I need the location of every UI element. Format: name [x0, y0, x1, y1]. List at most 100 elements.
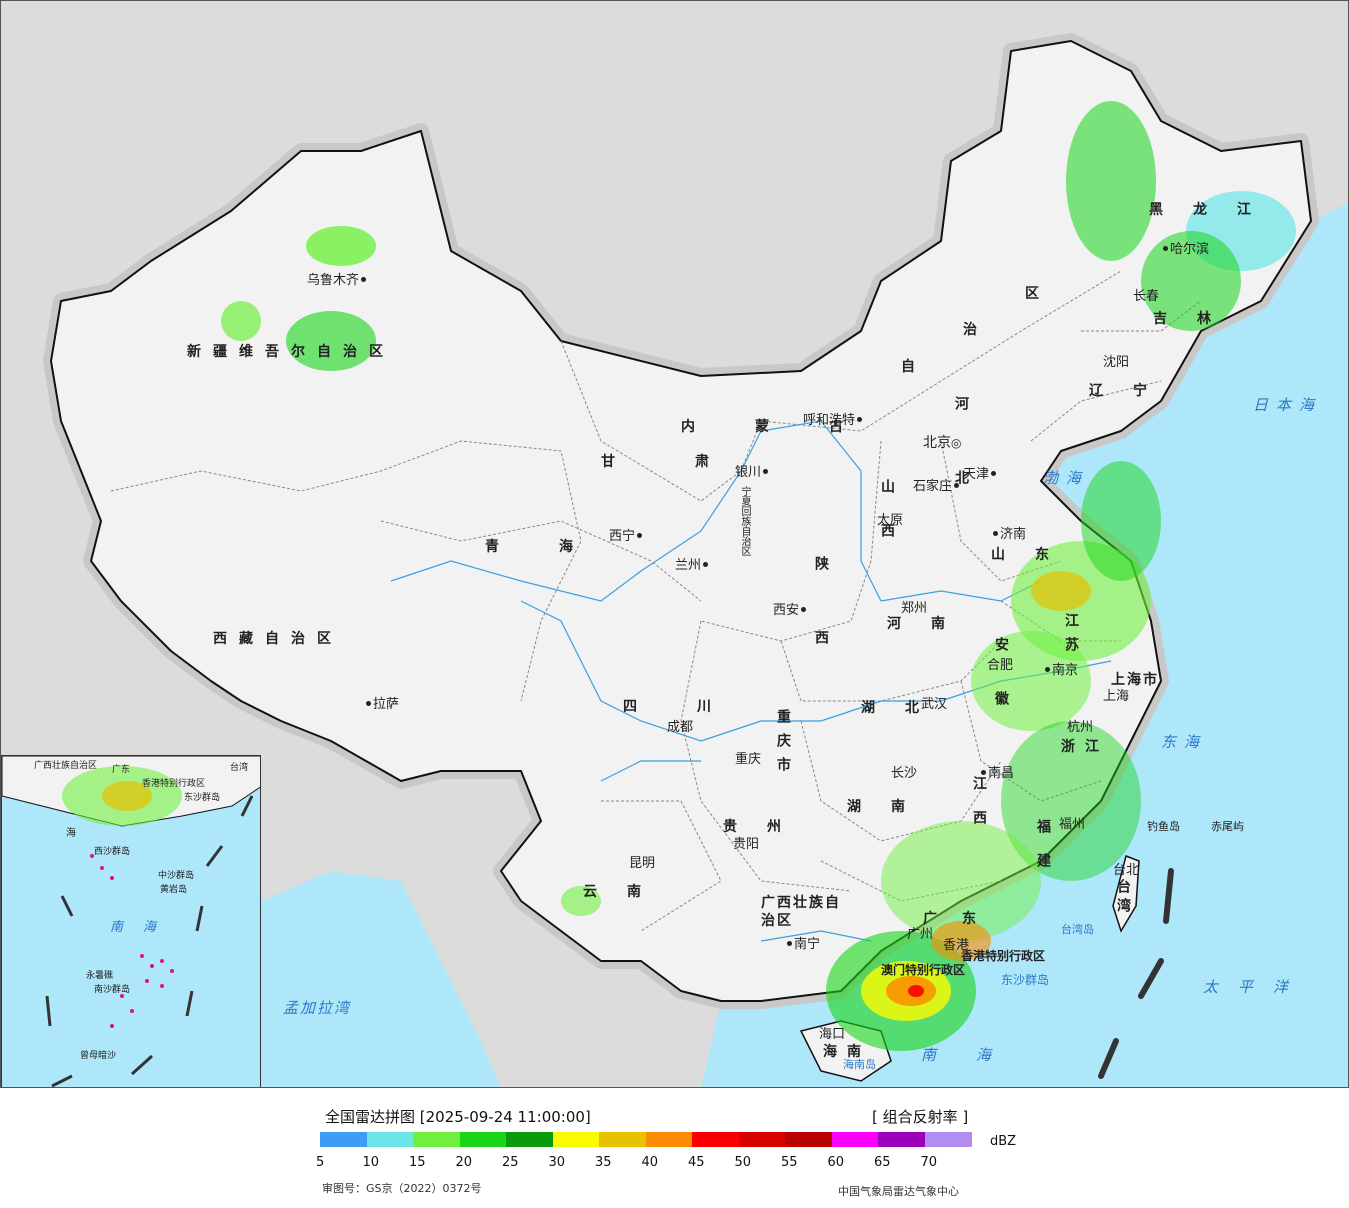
- city-yinchuan: 银川: [735, 461, 770, 480]
- province-label-shaanxi: 陕西: [813, 556, 829, 704]
- label-dongsha: 东沙群岛: [1001, 973, 1050, 987]
- inset-label-guangdong: 广东: [112, 765, 131, 775]
- inset-canvas: [2, 756, 260, 1087]
- province-label-jiangsu: 江苏: [1063, 613, 1079, 661]
- label-taiwan-island: 台湾岛: [1061, 923, 1094, 936]
- legend-swatch: [924, 1132, 972, 1147]
- sea-label-pacific: 太平洋: [1203, 978, 1309, 996]
- city-lanzhou: 兰州: [675, 554, 710, 573]
- city-fuzhou: 福州: [1059, 817, 1086, 832]
- legend-tick: 25: [502, 1155, 519, 1170]
- city-shanghai: 上海: [1103, 689, 1130, 704]
- city-hefei: 合肥: [987, 658, 1014, 673]
- province-label-henan: 河南: [887, 616, 975, 632]
- city-taipei: 台北: [1113, 863, 1140, 878]
- legend-tick: 70: [920, 1155, 938, 1170]
- legend-swatch: [831, 1132, 879, 1147]
- city-xian: 西安: [773, 599, 808, 618]
- city-tianjin: 天津: [963, 463, 998, 482]
- province-label-guangxi: 广西壮族自治区: [761, 895, 841, 929]
- legend-swatch: [878, 1132, 925, 1147]
- region-label-macau: 澳门特别行政区: [881, 963, 966, 977]
- province-label-heilongjiang: 黑龙江: [1149, 202, 1281, 218]
- inset-label-guangxi: 广西壮族自治区: [34, 761, 98, 771]
- province-label-qinghai: 青海: [485, 539, 633, 555]
- sea-label-bohai: 渤海: [1043, 469, 1090, 487]
- city-chengdu: 成都: [667, 720, 694, 735]
- city-jinan: 济南: [991, 523, 1026, 542]
- label-chiwei: 赤尾屿: [1211, 820, 1244, 833]
- legend-swatch: [413, 1132, 460, 1147]
- legend-tick: 45: [688, 1155, 705, 1170]
- legend-swatch: [692, 1132, 739, 1147]
- province-label-guizhou: 贵州: [723, 819, 811, 835]
- bay-of-bengal: [261, 871, 501, 1087]
- legend-swatch: [506, 1132, 553, 1147]
- city-guiyang: 贵阳: [733, 837, 760, 852]
- legend-product: [ 组合反射率 ]: [872, 1108, 969, 1126]
- inset-label-huangyan: 黄岩岛: [160, 885, 188, 895]
- legend-tick: 60: [827, 1155, 845, 1170]
- source-credit: 中国气象局雷达气象中心: [838, 1185, 959, 1198]
- legend-swatch: [459, 1132, 507, 1147]
- inset-label-xisha: 西沙群岛: [94, 847, 131, 857]
- south-china-sea-inset: 广西壮族自治区 广东 香港特别行政区 台湾 海 东沙群岛 西沙群岛 中沙群岛 黄…: [1, 755, 261, 1087]
- province-label-ningxia: 宁夏回族自治区: [739, 486, 750, 556]
- inset-label-nansha: 南沙群岛: [94, 985, 131, 995]
- city-guangzhou: 广州: [907, 927, 934, 942]
- city-shijiazhuang: 石家庄: [913, 475, 961, 494]
- legend-bar: [0, 1088, 1349, 1208]
- legend-swatch: [785, 1132, 832, 1147]
- inset-label-taiwan: 台湾: [230, 763, 249, 773]
- legend-tick: 35: [595, 1155, 612, 1170]
- legend-tick: 30: [548, 1155, 566, 1170]
- label-diaoyu: 钓鱼岛: [1147, 820, 1180, 833]
- legend-title: 全国雷达拼图 [2025-09-24 11:00:00]: [325, 1108, 591, 1126]
- province-label-fujian: 福建: [1035, 819, 1051, 887]
- city-nanning: 南宁: [785, 933, 820, 952]
- province-label-gansu: 甘肃: [601, 454, 789, 470]
- city-hangzhou: 杭州: [1067, 720, 1094, 735]
- city-lhasa: 拉萨: [364, 693, 399, 712]
- city-haikou: 海口: [819, 1027, 846, 1042]
- province-label-sichuan: 四川: [623, 699, 771, 715]
- city-wuhan: 武汉: [921, 697, 948, 712]
- radar-map[interactable]: 新疆维吾尔自治区 西藏自治区 青海 甘肃 内蒙古 黑龙江 吉林 辽宁 河北 山西…: [0, 0, 1349, 1088]
- legend-tick: 20: [455, 1155, 473, 1170]
- city-beijing: 北京◎: [923, 435, 962, 451]
- inset-label-dongsha: 东沙群岛: [184, 793, 221, 803]
- province-label-zhejiang: 浙江: [1061, 739, 1109, 755]
- province-label-shandong: 山东: [991, 547, 1079, 563]
- legend-tick: 55: [781, 1155, 798, 1170]
- city-hohhot: 呼和浩特: [803, 409, 864, 428]
- boundary-dashes: [1098, 868, 1174, 1079]
- city-zhengzhou: 郑州: [901, 601, 928, 616]
- neimenggu-label-zi: 自: [901, 359, 927, 375]
- province-label-anhui: 安徽: [993, 637, 1009, 745]
- province-label-taiwan: 台湾: [1115, 879, 1131, 917]
- province-label-hainan: 海南: [823, 1044, 871, 1060]
- legend-swatch: [645, 1132, 693, 1147]
- legend-tick: 15: [409, 1155, 426, 1170]
- province-label-hunan: 湖南: [847, 799, 935, 815]
- legend-swatch: [320, 1132, 367, 1147]
- province-label-hebei: 河北: [953, 396, 969, 544]
- legend-swatch: [738, 1132, 786, 1147]
- radar-echoes: [221, 101, 1296, 1051]
- neimenggu-label-zhi: 治: [963, 322, 989, 338]
- inset-dashes: [45, 795, 254, 1087]
- city-kunming: 昆明: [629, 856, 656, 871]
- province-label-liaoning: 辽宁: [1089, 383, 1177, 399]
- city-nanjing: 南京: [1043, 659, 1078, 678]
- inset-islands: [90, 854, 174, 1028]
- province-label-neimenggu: 内蒙古: [681, 419, 903, 435]
- neimenggu-label-qu: 区: [1025, 286, 1051, 302]
- inset-label-hai: 海: [66, 828, 76, 839]
- province-label-shanxi: 山西: [879, 479, 895, 567]
- taiwan-island: [1112, 854, 1140, 933]
- city-nanchang: 南昌: [979, 762, 1014, 781]
- province-label-jiangxi: 江西: [971, 776, 987, 844]
- legend-tick: 65: [874, 1155, 891, 1170]
- city-changsha: 长沙: [891, 766, 918, 781]
- province-label-jilin: 吉林: [1153, 311, 1241, 327]
